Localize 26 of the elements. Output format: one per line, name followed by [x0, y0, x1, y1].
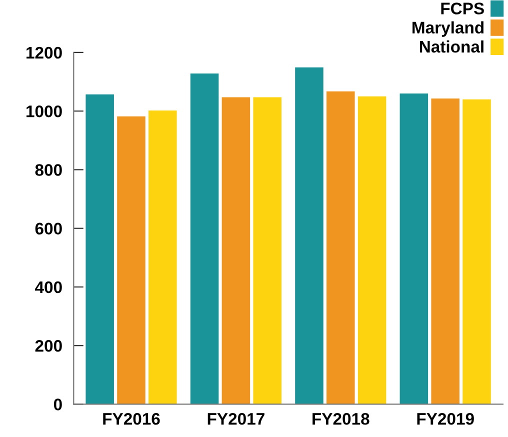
bar	[462, 99, 491, 404]
y-tick-label: 400	[34, 281, 62, 294]
x-tick-label: FY2016	[103, 413, 160, 425]
bar	[117, 116, 146, 404]
y-tick-label: 1200	[26, 46, 62, 59]
y-tick-label: 0	[54, 398, 62, 410]
bar	[431, 98, 460, 404]
y-tick-label: 1000	[26, 105, 62, 118]
bar	[148, 110, 177, 404]
legend-label: FCPS	[441, 2, 484, 14]
y-tick-label: 200	[35, 340, 62, 352]
bar	[190, 74, 219, 404]
x-tick-label: FY2018	[312, 413, 370, 425]
bar	[222, 97, 250, 404]
bar	[253, 97, 282, 404]
bar	[400, 93, 428, 404]
bar	[86, 94, 114, 404]
bar	[358, 96, 386, 404]
bar	[295, 67, 324, 404]
y-tick-label: 600	[35, 222, 62, 235]
x-tick-label: FY2019	[417, 413, 474, 425]
legend-label: National	[420, 40, 484, 53]
bar	[326, 91, 355, 404]
x-tick-label: FY2017	[208, 413, 264, 425]
y-tick-label: 800	[35, 164, 62, 176]
legend-label: Maryland	[412, 21, 484, 37]
